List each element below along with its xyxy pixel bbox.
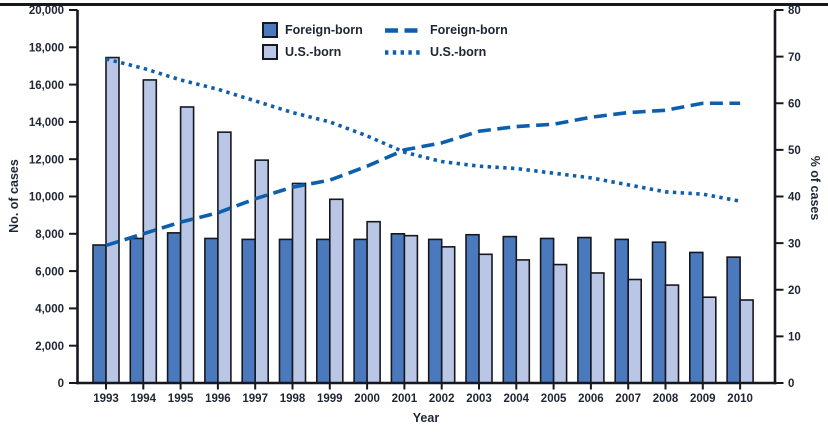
bar-foreign-born-2006 [577,236,592,384]
legend-row-us-born: U.S.-born U.S.-born [262,41,508,63]
x-tick-label: 2000 [354,393,380,405]
legend-dashed-line-sample [385,27,421,33]
bar-u-s-born-2010 [739,299,754,384]
legend-label-foreign-born-bar: Foreign-born [285,23,363,37]
x-tick-label: 2002 [429,393,455,405]
x-tick-label: 2004 [504,393,530,405]
x-tick-label: 2005 [541,393,567,405]
bar-u-s-born-2002 [440,246,456,384]
bar-foreign-born-2007 [614,238,630,384]
x-tick-label: 2006 [578,393,604,405]
legend-swatch-us-born-bar [262,44,278,60]
figure-top-rule [0,3,828,6]
line-u-s-born [105,57,741,203]
x-tick-label: 2009 [690,393,716,405]
bar-u-s-born-2003 [478,253,493,384]
bar-u-s-born-2000 [366,220,381,384]
y-tick-label-left: 12,000 [29,154,64,166]
y-tick-label-right: 30 [788,238,801,250]
x-tick-label: 1999 [317,393,343,405]
y-axis-label-right: % of cases [808,155,822,221]
bar-foreign-born-2005 [539,237,555,384]
x-tick-label: 1993 [93,393,119,405]
bar-foreign-born-2010 [726,256,741,384]
bar-foreign-born-2004 [502,235,518,384]
bar-foreign-born-1994 [129,237,145,384]
bar-foreign-born-1997 [241,238,256,384]
y-tick-label-right: 80 [788,5,801,17]
y-tick-label-left: 14,000 [29,117,64,129]
bar-foreign-born-2000 [353,238,368,384]
y-tick-label-left: 20,000 [29,5,64,17]
bar-u-s-born-2007 [627,278,643,384]
y-tick-label-left: 2,000 [35,341,64,353]
y-tick-label-right: 50 [788,145,801,157]
x-tick-label: 1998 [280,393,306,405]
legend-swatch-foreign-born-bar [262,22,278,38]
legend-label-us-born-line: U.S.-born [430,45,487,59]
bar-foreign-born-1993 [92,244,107,384]
y-tick-label-left: 6,000 [35,266,64,278]
y-axis-label-left: No. of cases [7,159,21,233]
bar-foreign-born-2001 [390,233,406,384]
y-tick-label-left: 18,000 [29,43,64,55]
x-tick-label: 1995 [168,393,194,405]
x-tick-label: 2008 [653,393,679,405]
y-tick-label-right: 40 [788,192,801,204]
y-tick-label-left: 8,000 [35,229,64,241]
y-tick-label-left: 10,000 [29,192,64,204]
legend-dotted-line-sample [385,49,421,55]
x-tick-label: 2010 [727,393,753,405]
y-tick-label-right: 0 [788,378,794,390]
bar-foreign-born-1998 [278,238,294,384]
bar-u-s-born-2005 [552,263,568,384]
y-tick-label-left: 4,000 [35,304,64,316]
bar-foreign-born-1996 [204,237,219,384]
legend: Foreign-born Foreign-born U.S.-born U.S.… [262,19,508,63]
bar-foreign-born-2003 [465,233,480,384]
y-tick-label-right: 70 [788,52,801,64]
bar-u-s-born-2008 [664,284,680,384]
bar-foreign-born-2009 [688,251,704,384]
x-axis-label: Year [412,411,440,425]
bar-foreign-born-2008 [651,241,667,384]
y-tick-label-right: 60 [788,98,801,110]
y-tick-label-right: 10 [788,332,801,344]
x-tick-label: 2003 [466,393,492,405]
legend-label-foreign-born-line: Foreign-born [430,23,508,37]
x-tick-label: 2007 [615,393,641,405]
y-tick-label-left: 16,000 [29,80,64,92]
bar-u-s-born-2006 [590,272,605,384]
bar-u-s-born-1996 [217,131,232,384]
legend-label-us-born-bar: U.S.-born [285,45,342,59]
line-foreign-born [105,101,741,248]
bar-foreign-born-1999 [315,238,331,384]
x-tick-label: 1997 [242,393,268,405]
x-tick-label: 1994 [131,393,157,405]
bar-u-s-born-2004 [515,259,531,384]
bar-u-s-born-1993 [105,56,120,384]
bar-u-s-born-2009 [701,296,717,384]
y-tick-label-right: 20 [788,285,801,297]
bar-u-s-born-2001 [403,234,419,384]
x-tick-label: 1996 [205,393,231,405]
x-tick-label: 2001 [392,393,418,405]
bar-u-s-born-1999 [328,198,344,384]
y-tick-label-left: 0 [58,378,64,390]
bar-foreign-born-2002 [427,238,443,384]
bar-u-s-born-1998 [291,182,307,384]
legend-row-foreign-born: Foreign-born Foreign-born [262,19,508,41]
bar-foreign-born-1995 [166,232,182,384]
bar-u-s-born-1995 [179,106,195,384]
